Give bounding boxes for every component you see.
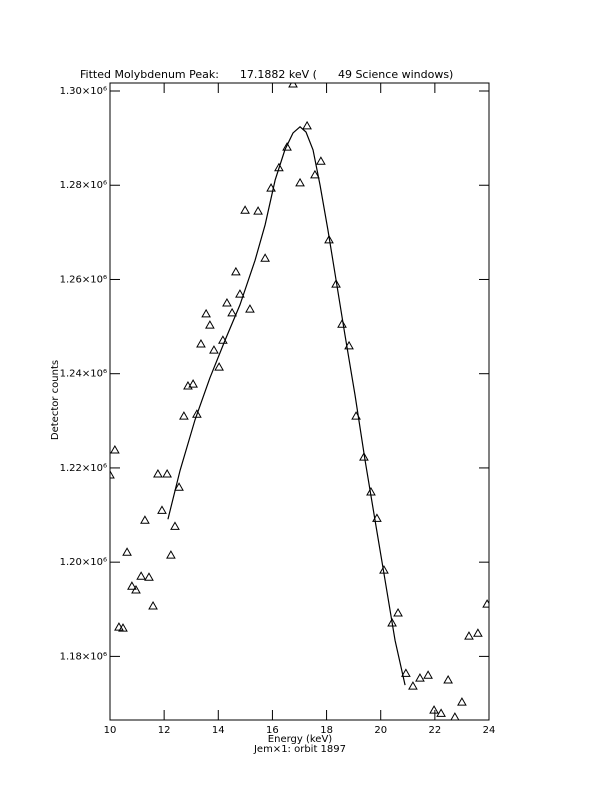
data-point — [482, 599, 489, 608]
data-point — [359, 452, 369, 461]
data-point — [209, 345, 219, 354]
data-point — [231, 266, 241, 276]
y-tick-label: 1.24×10⁶ — [60, 369, 107, 380]
data-point — [110, 445, 120, 454]
data-point — [288, 83, 298, 88]
data-point — [140, 515, 150, 524]
data-point — [118, 623, 128, 632]
data-point — [253, 206, 263, 215]
data-point — [166, 550, 176, 559]
data-point — [110, 469, 115, 479]
y-tick-label: 1.22×10⁶ — [60, 463, 107, 474]
data-point — [174, 482, 184, 491]
y-tick-label: 1.30×10⁶ — [60, 86, 107, 97]
x-axis-label: Energy (keV) — [268, 734, 333, 745]
data-point — [240, 205, 250, 214]
x-tick-label: 12 — [158, 725, 171, 736]
data-point — [302, 120, 312, 130]
data-point — [201, 308, 211, 318]
x-tick-label: 14 — [212, 725, 225, 736]
data-point — [144, 572, 154, 581]
x-tick-label: 24 — [483, 725, 496, 736]
y-tick-label: 1.18×10⁶ — [60, 651, 107, 662]
data-point — [162, 469, 172, 478]
data-point — [310, 169, 320, 179]
data-point — [136, 571, 146, 580]
data-point — [331, 279, 341, 288]
data-point — [443, 674, 453, 684]
chart-title: Fitted Molybdenum Peak: 17.1882 keV ( 49… — [80, 68, 453, 81]
x-tick-label: 22 — [428, 725, 441, 736]
x-tick-label: 20 — [374, 725, 387, 736]
data-point — [157, 505, 167, 514]
data-point — [114, 622, 124, 631]
data-point — [188, 379, 198, 388]
data-point — [122, 547, 132, 556]
data-point — [214, 362, 224, 371]
data-point — [450, 712, 460, 720]
data-point — [192, 409, 202, 418]
data-point — [274, 162, 284, 172]
data-point — [457, 697, 467, 706]
data-point — [222, 298, 232, 307]
data-point — [473, 628, 483, 637]
data-point — [245, 304, 255, 313]
data-point — [415, 673, 425, 682]
data-point — [131, 584, 141, 594]
data-point — [295, 177, 305, 187]
data-point — [127, 581, 137, 590]
data-point — [337, 319, 347, 328]
plot-frame — [109, 82, 490, 721]
data-point — [205, 320, 215, 329]
y-axis-label: Detector counts — [50, 360, 61, 440]
data-point — [282, 142, 292, 151]
data-point — [316, 156, 326, 165]
data-point — [436, 708, 446, 717]
data-point — [179, 411, 189, 420]
x-axis-subtitle: Jem×1: orbit 1897 — [253, 744, 346, 755]
data-point — [260, 253, 270, 262]
data-point — [429, 705, 439, 714]
y-tick-label: 1.26×10⁶ — [60, 274, 107, 285]
data-point — [235, 289, 245, 298]
x-tick-label: 16 — [266, 725, 279, 736]
data-point — [153, 469, 163, 478]
data-point — [324, 234, 334, 244]
data-point — [148, 600, 158, 610]
x-tick-label: 18 — [320, 725, 333, 736]
data-point — [183, 380, 193, 390]
data-point — [196, 339, 206, 348]
data-point — [227, 307, 237, 317]
x-tick-label: 10 — [104, 725, 117, 736]
fit-curve — [167, 126, 406, 686]
data-point — [170, 521, 180, 530]
data-point — [464, 631, 474, 640]
data-point — [393, 608, 403, 617]
y-tick-label: 1.20×10⁶ — [60, 557, 107, 568]
data-point — [408, 681, 418, 690]
data-point — [401, 668, 411, 677]
y-tick-label: 1.28×10⁶ — [60, 180, 107, 191]
data-point — [423, 670, 433, 679]
